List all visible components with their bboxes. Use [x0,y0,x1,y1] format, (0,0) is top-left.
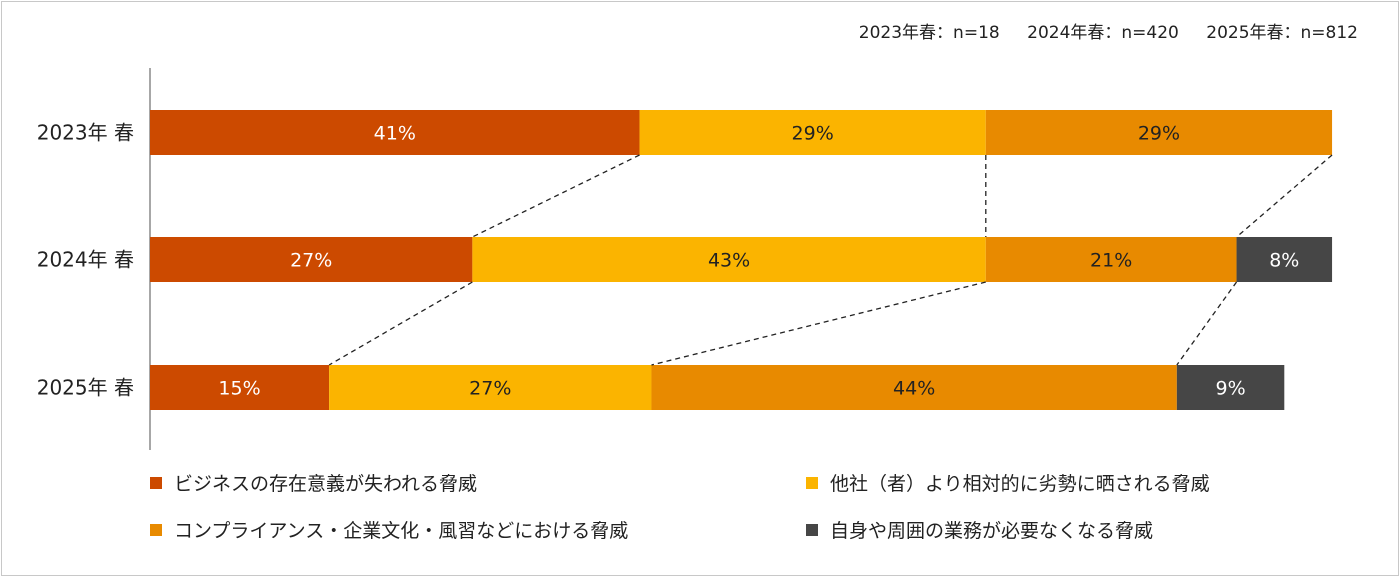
bar-segment [985,237,1237,282]
series-line [328,281,473,366]
legend-swatch [150,524,162,536]
legend-swatch [806,477,818,489]
series-line [472,154,640,238]
legend-label: 他社（者）より相対的に劣勢に晒される脅威 [830,473,1210,495]
bar-segment [1176,365,1285,410]
data-label: 43% [708,250,750,272]
bar-segment [150,110,640,155]
bar-segment [150,365,330,410]
sample-size-2023: 2023年春：n=18 [858,23,1000,43]
category-label: 2025年 春 [37,376,134,400]
series-line [1176,281,1238,366]
bar-segment [150,237,473,282]
data-label: 41% [374,123,416,145]
sample-size-2024: 2024年春：n=420 [1027,23,1179,43]
data-label: 44% [893,378,935,400]
bar-segment [651,365,1177,410]
category-label: 2023年 春 [37,121,134,145]
bar-segment [329,365,652,410]
data-label: 29% [1138,123,1180,145]
legend-label: 自身や周囲の業務が必要なくなる脅威 [830,520,1153,542]
data-label: 27% [469,378,511,400]
bar-segment [639,110,986,155]
data-label: 8% [1269,250,1299,272]
data-label: 21% [1090,250,1132,272]
legend-label: コンプライアンス・企業文化・風習などにおける脅威 [174,520,628,542]
legend-swatch [150,477,162,489]
legend-label: ビジネスの存在意義が失われる脅威 [174,473,477,495]
bar-segment [472,237,986,282]
series-line [651,281,986,366]
bar-segment [985,110,1333,155]
legend-swatch [806,524,818,536]
category-label: 2024年 春 [37,248,134,272]
sample-size-note: 2023年春：n=18 2024年春：n=420 2025年春：n=812 [859,18,1358,43]
data-label: 15% [218,378,260,400]
sample-size-2025: 2025年春：n=812 [1206,23,1358,43]
data-label: 9% [1215,378,1245,400]
data-label: 27% [290,250,332,272]
series-line [1236,154,1333,238]
bar-segment [1236,237,1333,282]
data-label: 29% [792,123,834,145]
